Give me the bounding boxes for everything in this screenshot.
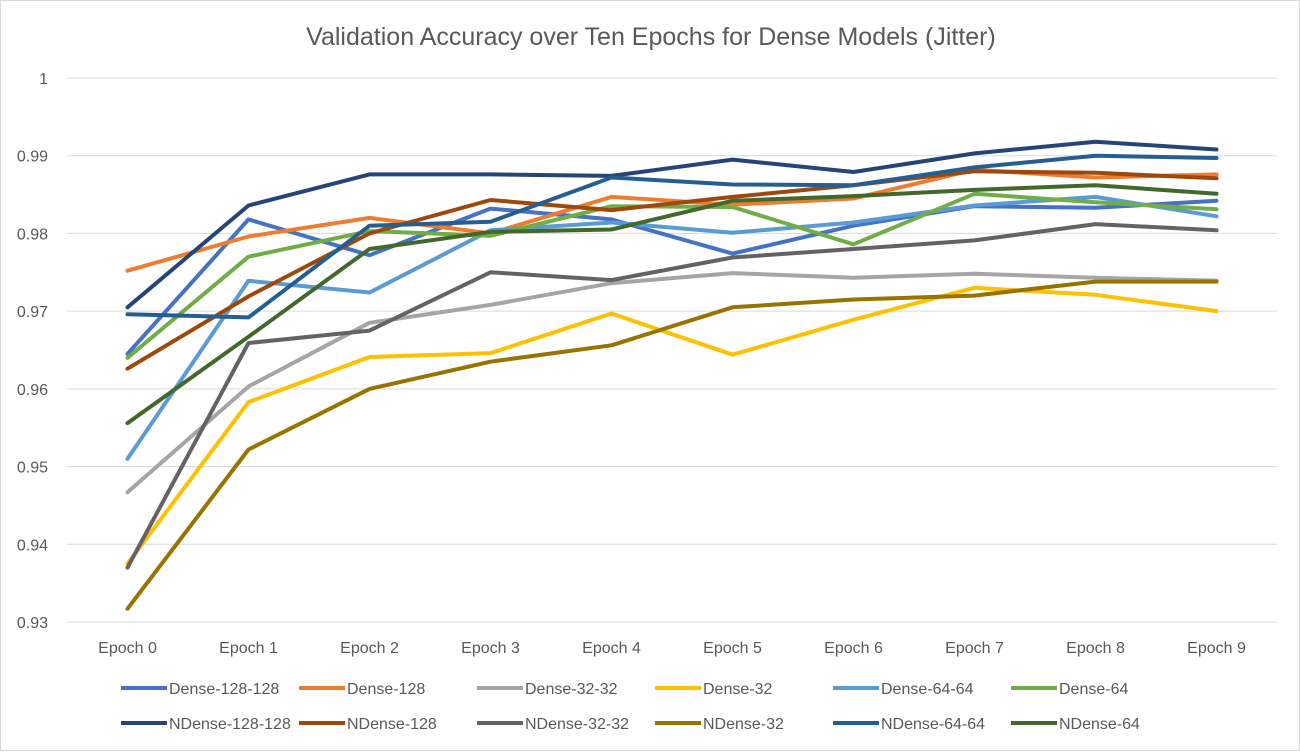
y-tick-label: 0.97 [17,304,48,321]
legend-label: NDense-32-32 [525,716,629,733]
series-line-dense-64 [125,191,1219,360]
y-tick-label: 1 [39,71,48,88]
series-line-dense-32 [125,285,1219,566]
y-tick-label: 0.99 [17,149,48,166]
x-tick-label: Epoch 4 [582,640,641,657]
legend-label: Dense-128 [347,681,425,698]
series-line-dense-64-64 [125,194,1219,461]
legend-label: NDense-32 [703,716,784,733]
x-tick-label: Epoch 9 [1187,640,1246,657]
series-line-ndense-64 [125,183,1219,426]
x-tick-label: Epoch 3 [461,640,520,657]
series-line-ndense-64-64 [125,153,1219,320]
y-tick-label: 0.98 [17,226,48,243]
legend-label: Dense-32-32 [525,681,618,698]
y-tick-label: 0.96 [17,382,48,399]
series-line-dense-32-32 [125,271,1219,495]
legend-label: NDense-128 [347,716,437,733]
x-tick-label: Epoch 5 [703,640,762,657]
x-tick-label: Epoch 8 [1066,640,1125,657]
series-line-ndense-128-128 [125,139,1219,310]
legend-label: NDense-64-64 [881,716,985,733]
series-line-ndense-32-32 [125,222,1219,570]
chart-title: Validation Accuracy over Ten Epochs for … [306,23,996,51]
x-tick-label: Epoch 7 [945,640,1004,657]
gridlines [67,77,1277,623]
legend: Dense-128-128 Dense-128 Dense-32-32 Dense-3… [121,681,1140,733]
series-line-ndense-128 [125,169,1219,371]
legend-label: Dense-128-128 [169,681,279,698]
x-tick-label: Epoch 1 [219,640,278,657]
x-tick-label: Epoch 6 [824,640,883,657]
legend-label: Dense-32 [703,681,772,698]
y-tick-label: 0.94 [17,537,48,554]
y-tick-label: 0.93 [17,615,48,632]
legend-label: Dense-64-64 [881,681,974,698]
x-tick-label: Epoch 0 [98,640,157,657]
legend-label: Dense-64 [1059,681,1128,698]
series-lines [125,139,1219,611]
series-line-ndense-32 [125,279,1219,611]
y-axis-ticks: 0.93 0.94 0.95 0.96 0.97 0.98 0.99 1 [17,71,48,632]
y-tick-label: 0.95 [17,460,48,477]
legend-label: NDense-64 [1059,716,1140,733]
series-line-dense-128-128 [125,198,1219,356]
legend-label: NDense-128-128 [169,716,291,733]
x-axis-ticks: Epoch 0 Epoch 1 Epoch 2 Epoch 3 Epoch 4 Epoch… [98,640,1246,657]
x-tick-label: Epoch 2 [340,640,399,657]
